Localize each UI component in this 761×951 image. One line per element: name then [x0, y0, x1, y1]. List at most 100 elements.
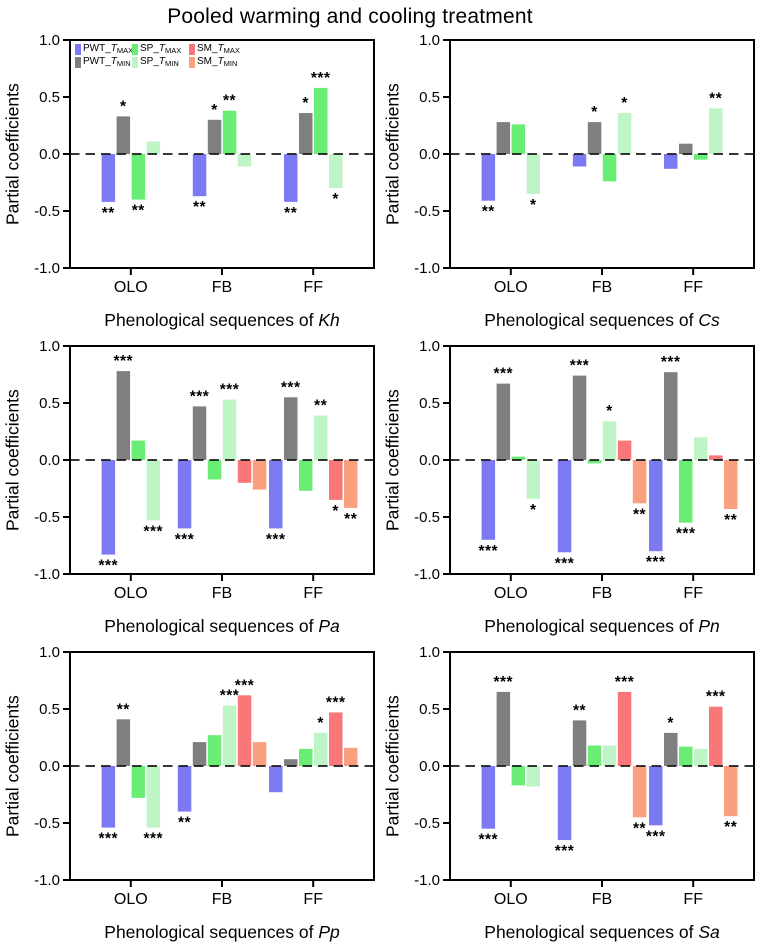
x-tick-label: FB	[212, 891, 232, 908]
bar-SM_TMIN	[632, 766, 647, 818]
significance-stars: **	[482, 204, 496, 221]
y-tick-label: 0.5	[39, 89, 60, 106]
bar-PWT_TMAX	[192, 154, 207, 197]
bar-PWT_TMAX	[269, 766, 283, 793]
bar-SP_TMAX	[602, 154, 617, 182]
bar-PWT_TMIN	[664, 372, 678, 460]
significance-stars: *	[120, 98, 127, 115]
bar-PWT_TMAX	[481, 766, 496, 829]
bar-PWT_TMAX	[269, 460, 283, 529]
significance-stars: ***	[175, 531, 195, 548]
bar-SM_TMAX	[617, 691, 632, 766]
legend-swatch-sm-tmax	[189, 44, 195, 55]
x-tick-label: OLO	[494, 585, 528, 602]
x-tick-label: OLO	[494, 891, 528, 908]
y-tick-label: -1.0	[34, 566, 60, 583]
significance-stars: *	[530, 197, 537, 214]
x-tick-label: OLO	[114, 279, 148, 296]
bar-SM_TMIN	[724, 460, 738, 509]
legend: PWT_TMAX SP_TMAX SM_TMAX	[75, 43, 246, 69]
bar-SP_TMIN	[222, 399, 237, 460]
bar-SP_TMAX	[511, 766, 526, 786]
y-axis-label: Partial coefficients	[382, 695, 403, 837]
bar-SP_TMAX	[299, 460, 313, 491]
bar-PWT_TMIN	[587, 122, 602, 154]
legend-item-sp-tmin: SP_TMIN	[132, 57, 189, 68]
bar-SM_TMIN	[724, 766, 738, 817]
y-tick-label: -1.0	[414, 566, 440, 583]
significance-stars: *	[317, 715, 324, 732]
x-tick-label: FF	[683, 891, 703, 908]
legend-label: SP_TMIN	[140, 56, 179, 69]
y-tick-label: 0.5	[419, 395, 440, 412]
bar-SP_TMIN	[146, 460, 161, 521]
x-tick-label: FF	[683, 585, 703, 602]
legend-item-sm-tmin: SM_TMIN	[189, 57, 246, 68]
bar-SP_TMAX	[222, 110, 237, 154]
bar-PWT_TMAX	[664, 154, 678, 169]
significance-stars: ***	[615, 674, 635, 691]
y-tick-label: -0.5	[34, 815, 60, 832]
significance-stars: *	[332, 503, 339, 520]
bar-SP_TMAX	[694, 154, 708, 160]
legend-swatch-sp-tmin	[132, 57, 138, 68]
x-axis-label: Phenological sequences of Pp	[104, 922, 340, 942]
significance-stars: **	[724, 512, 738, 529]
bar-SM_TMAX	[237, 460, 252, 483]
bar-SP_TMAX	[131, 154, 146, 200]
bar-PWT_TMAX	[481, 154, 496, 201]
x-tick-label: FB	[212, 279, 232, 296]
figure-title: Pooled warming and cooling treatment	[167, 5, 533, 28]
x-axis-label: Phenological sequences of Cs	[484, 310, 720, 330]
bar-SP_TMIN	[222, 705, 237, 766]
significance-stars: **	[633, 820, 647, 837]
significance-stars: ***	[281, 379, 301, 396]
y-tick-label: 1.0	[39, 644, 60, 661]
x-tick-label: FB	[592, 585, 612, 602]
y-tick-label: 0.0	[39, 758, 60, 775]
bar-PWT_TMIN	[284, 759, 298, 766]
bar-PWT_TMIN	[496, 383, 511, 460]
significance-stars: ***	[478, 543, 498, 560]
bar-chart-cs: ** *OLO**FB**FF1.00.50.0-0.5-1.0	[414, 32, 755, 296]
significance-stars: ***	[143, 831, 163, 848]
bar-SP_TMIN	[314, 415, 328, 460]
bar-PWT_TMIN	[284, 397, 298, 460]
legend-swatch-sm-tmin	[189, 57, 195, 68]
legend-item-sp-tmax: SP_TMAX	[132, 44, 189, 55]
bar-SM_TMIN	[632, 460, 647, 504]
bar-PWT_TMIN	[496, 691, 511, 766]
bar-SP_TMAX	[131, 440, 146, 460]
bar-PWT_TMIN	[116, 116, 131, 154]
significance-stars: **	[709, 90, 723, 107]
bar-SP_TMIN	[146, 766, 161, 828]
bar-PWT_TMAX	[101, 460, 116, 555]
y-tick-label: -0.5	[414, 203, 440, 220]
legend-label: SM_TMIN	[197, 56, 238, 69]
bar-PWT_TMIN	[679, 143, 693, 154]
bar-PWT_TMAX	[481, 460, 496, 540]
bar-PWT_TMAX	[101, 766, 116, 828]
bar-SP_TMAX	[207, 735, 222, 766]
significance-stars: ***	[555, 555, 575, 572]
bar-SM_TMIN	[252, 742, 267, 766]
bar-SP_TMAX	[314, 87, 328, 154]
legend-label: SP_TMAX	[140, 43, 182, 56]
x-tick-label: FF	[303, 279, 323, 296]
legend-item-pwt-tmin: PWT_TMIN	[75, 57, 132, 68]
bar-chart-pp: ********OLO********FB****FF1.00.50.0-0.5…	[34, 644, 375, 908]
significance-stars: **	[724, 819, 738, 836]
legend-swatch-sp-tmax	[132, 44, 138, 55]
y-tick-label: 1.0	[39, 338, 60, 355]
x-axis-label: Phenological sequences of Sa	[484, 922, 720, 942]
significance-stars: *	[591, 104, 598, 121]
y-axis-label: Partial coefficients	[2, 83, 23, 225]
bar-chart-sa: ******OLO**********FB*********FF1.00.50.…	[414, 644, 755, 908]
bar-SM_TMAX	[709, 706, 723, 766]
subplot-grid: Partial coefficients ** * ** OLO ** * ** FB ** * *…	[0, 32, 761, 950]
significance-stars: ***	[555, 843, 575, 860]
bar-SP_TMIN	[602, 745, 617, 766]
significance-stars: ***	[220, 688, 240, 705]
bar-SP_TMIN	[526, 460, 541, 499]
significance-stars: *	[621, 95, 628, 112]
